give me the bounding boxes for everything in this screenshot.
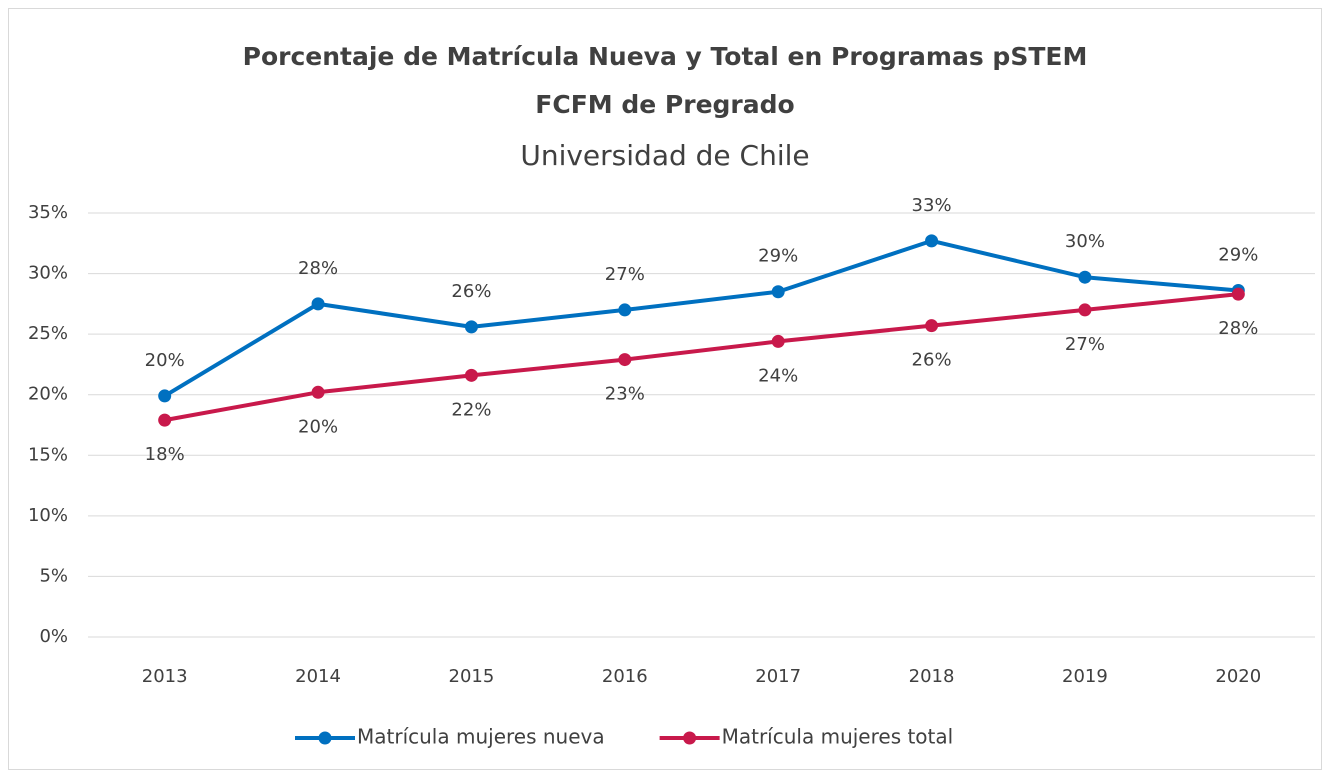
y-tick-label: 15% bbox=[28, 444, 68, 465]
data-point bbox=[771, 285, 785, 299]
data-label: 18% bbox=[145, 444, 185, 465]
data-label: 27% bbox=[1065, 334, 1105, 355]
legend-label: Matrícula mujeres nueva bbox=[357, 725, 605, 749]
data-point bbox=[618, 303, 632, 317]
chart-border bbox=[8, 8, 1322, 770]
data-label: 22% bbox=[451, 399, 491, 420]
legend-label: Matrícula mujeres total bbox=[722, 725, 954, 749]
chart-title: Porcentaje de Matrícula Nueva y Total en… bbox=[243, 42, 1088, 71]
data-point bbox=[1231, 287, 1245, 301]
x-tick-label: 2015 bbox=[449, 666, 495, 687]
data-point bbox=[158, 413, 172, 427]
x-tick-label: 2013 bbox=[142, 666, 188, 687]
x-tick-label: 2017 bbox=[755, 666, 801, 687]
x-tick-label: 2018 bbox=[909, 666, 955, 687]
series-line bbox=[164, 292, 1239, 423]
data-label: 26% bbox=[451, 281, 491, 302]
y-tick-label: 35% bbox=[28, 202, 68, 223]
data-point bbox=[771, 334, 785, 348]
data-label: 26% bbox=[912, 350, 952, 371]
data-label: 20% bbox=[298, 416, 338, 437]
legend-marker bbox=[683, 731, 697, 745]
legend-marker bbox=[318, 731, 332, 745]
data-point bbox=[464, 320, 478, 334]
y-tick-label: 30% bbox=[28, 263, 68, 284]
data-label: 28% bbox=[1218, 318, 1258, 339]
chart-title: FCFM de Pregrado bbox=[535, 90, 794, 119]
data-label: 27% bbox=[605, 264, 645, 285]
data-point bbox=[925, 234, 939, 248]
data-point bbox=[311, 297, 325, 311]
y-tick-label: 10% bbox=[28, 505, 68, 526]
y-tick-label: 0% bbox=[39, 626, 68, 647]
data-label: 28% bbox=[298, 258, 338, 279]
data-label: 29% bbox=[1218, 245, 1258, 266]
chart-subtitle: Universidad de Chile bbox=[520, 139, 809, 172]
y-tick-label: 25% bbox=[28, 323, 68, 344]
x-tick-label: 2014 bbox=[295, 666, 341, 687]
data-point bbox=[1078, 270, 1092, 284]
data-label: 30% bbox=[1065, 231, 1105, 252]
data-label: 23% bbox=[605, 384, 645, 405]
data-point bbox=[1078, 303, 1092, 317]
data-label: 24% bbox=[758, 365, 798, 386]
data-label: 20% bbox=[145, 350, 185, 371]
data-point bbox=[925, 319, 939, 333]
data-point bbox=[158, 389, 172, 403]
data-point bbox=[464, 368, 478, 382]
data-label: 33% bbox=[912, 195, 952, 216]
x-tick-label: 2016 bbox=[602, 666, 648, 687]
series-line bbox=[163, 238, 1239, 398]
data-point bbox=[618, 353, 632, 367]
data-point bbox=[311, 385, 325, 399]
y-tick-label: 5% bbox=[39, 565, 68, 586]
y-tick-label: 20% bbox=[28, 384, 68, 405]
data-label: 29% bbox=[758, 246, 798, 267]
x-tick-label: 2020 bbox=[1215, 666, 1261, 687]
x-tick-label: 2019 bbox=[1062, 666, 1108, 687]
